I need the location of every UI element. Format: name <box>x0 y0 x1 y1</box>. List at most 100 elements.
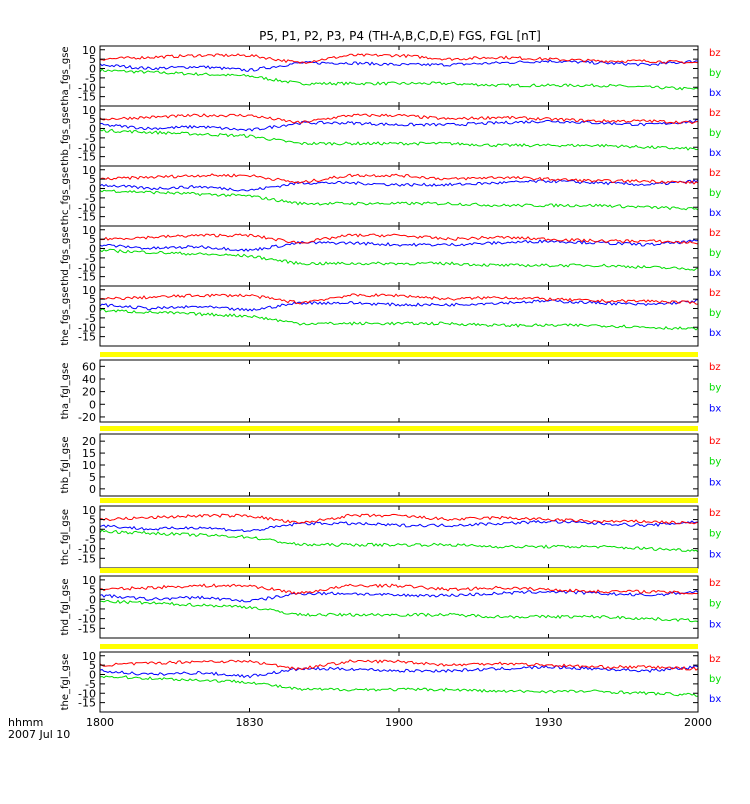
data-gap-bar <box>100 352 698 357</box>
y-tick-label: 10 <box>82 224 96 237</box>
legend-label-bz: bz <box>709 578 721 589</box>
legend-label-bx: bx <box>709 549 721 560</box>
series-line-bx <box>99 59 699 72</box>
panel-frame <box>99 165 699 227</box>
y-tick-label: 10 <box>82 650 96 663</box>
y-tick-label: -10 <box>78 201 96 214</box>
y-tick-label: -5 <box>85 312 96 325</box>
legend-label-bx: bx <box>709 477 721 488</box>
series-line-by <box>99 675 698 697</box>
y-tick-label: -15 <box>78 211 96 224</box>
y-tick-label: -10 <box>78 81 96 94</box>
legend-label-by: by <box>709 188 721 199</box>
series-line-bx <box>99 178 699 192</box>
series-line-bx <box>99 520 699 533</box>
legend-label-bx: bx <box>709 619 721 630</box>
y-tick-label: -15 <box>78 622 96 635</box>
y-tick-label: 10 <box>82 504 96 517</box>
y-tick-label: 0 <box>89 303 96 316</box>
y-tick-label: -10 <box>78 613 96 626</box>
x-axis-date-label: 2007 Jul 10 <box>8 728 70 741</box>
legend-label-bz: bz <box>709 48 721 59</box>
x-tick-label: 1830 <box>236 716 264 729</box>
series-line-by <box>99 308 699 331</box>
y-tick-label: -10 <box>78 261 96 274</box>
y-tick-label: 5 <box>89 584 96 597</box>
series-line-bz <box>99 583 699 596</box>
y-tick-label: -10 <box>78 141 96 154</box>
y-tick-label: 10 <box>82 44 96 57</box>
y-tick-label: 0 <box>89 523 96 536</box>
y-tick-label: 15 <box>82 447 96 460</box>
panel-ylabel: thb_fgs_gse <box>60 106 71 165</box>
y-tick-label: 0 <box>89 483 96 496</box>
y-tick-label: -5 <box>85 192 96 205</box>
y-tick-label: -15 <box>78 271 96 284</box>
y-tick-label: 0 <box>89 669 96 682</box>
legend-label-bx: bx <box>709 208 721 219</box>
series-line-by <box>99 248 699 271</box>
y-tick-label: 5 <box>89 53 96 66</box>
y-tick-label: -15 <box>78 552 96 565</box>
panel-ylabel: thc_fgs_gse <box>60 167 71 226</box>
y-tick-label: 20 <box>82 386 96 399</box>
legend-label-by: by <box>709 674 721 685</box>
legend-label-by: by <box>709 308 721 319</box>
series-line-by <box>99 128 699 151</box>
legend-label-by: by <box>709 248 721 259</box>
y-tick-label: 0 <box>89 243 96 256</box>
panel-ylabel: thd_fgl_gse <box>60 579 71 636</box>
legend-label-bz: bz <box>709 228 721 239</box>
legend-label-bz: bz <box>709 108 721 119</box>
series-line-bz <box>99 659 699 671</box>
y-tick-label: 5 <box>89 233 96 246</box>
y-tick-label: 60 <box>82 360 96 373</box>
series-line-bz <box>99 513 699 525</box>
y-tick-label: 5 <box>89 514 96 527</box>
x-tick-label: 1800 <box>86 716 114 729</box>
panel-ylabel: tha_fgs_gse <box>60 46 71 105</box>
legend-label-bx: bx <box>709 403 721 414</box>
y-tick-label: 0 <box>89 593 96 606</box>
y-tick-label: -15 <box>78 331 96 344</box>
series-line-bx <box>99 239 699 252</box>
panel-ylabel: tha_fgl_gse <box>60 363 71 420</box>
y-tick-label: 10 <box>82 459 96 472</box>
y-tick-label: -20 <box>78 411 96 424</box>
data-gap-bar <box>100 644 698 649</box>
y-tick-label: -5 <box>85 252 96 265</box>
y-tick-label: 10 <box>82 164 96 177</box>
data-gap-bar <box>100 498 698 503</box>
y-tick-label: -5 <box>85 533 96 546</box>
legend-label-bx: bx <box>709 268 721 279</box>
y-tick-label: -5 <box>85 72 96 85</box>
legend-label-by: by <box>709 457 721 468</box>
legend-label-bz: bz <box>709 436 721 447</box>
y-tick-label: 10 <box>82 574 96 587</box>
panel-ylabel: thd_fgs_gse <box>60 226 71 285</box>
y-tick-label: -10 <box>78 321 96 334</box>
series-line-bz <box>100 53 699 65</box>
panel-frame <box>99 285 699 347</box>
series-line-by <box>99 599 699 623</box>
series-line-bz <box>99 293 698 305</box>
y-tick-label: -10 <box>78 687 96 700</box>
y-tick-label: -15 <box>78 151 96 164</box>
y-tick-label: 0 <box>89 63 96 76</box>
y-tick-label: 5 <box>89 173 96 186</box>
legend-label-bx: bx <box>709 328 721 339</box>
legend-label-bz: bz <box>709 508 721 519</box>
data-gap-bar <box>100 426 698 431</box>
legend-label-bx: bx <box>709 148 721 159</box>
legend-label-by: by <box>709 68 721 79</box>
legend-label-by: by <box>709 599 721 610</box>
y-tick-label: 0 <box>89 183 96 196</box>
y-tick-label: 10 <box>82 104 96 117</box>
legend-label-bz: bz <box>709 288 721 299</box>
y-tick-label: 5 <box>89 113 96 126</box>
y-tick-label: 20 <box>82 435 96 448</box>
y-tick-label: -15 <box>78 697 96 710</box>
